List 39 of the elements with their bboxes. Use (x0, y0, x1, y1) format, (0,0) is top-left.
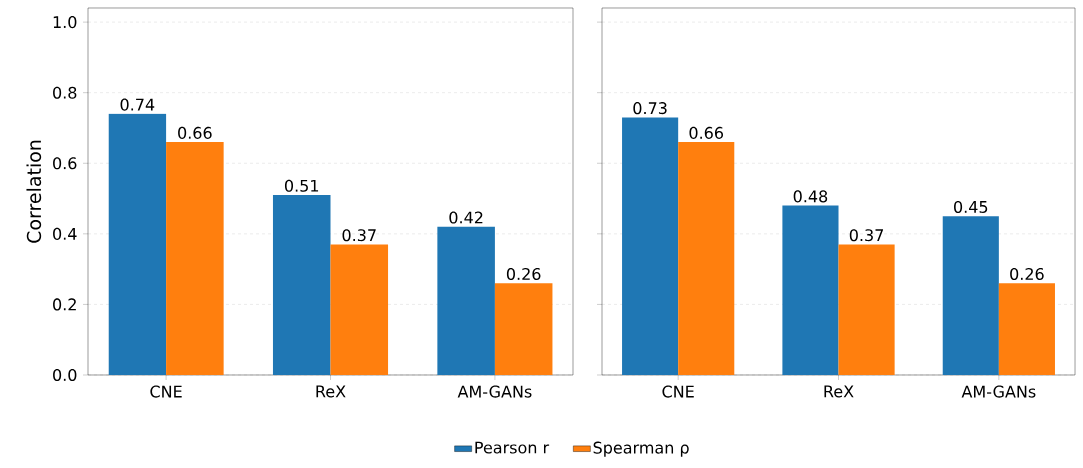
bar (166, 142, 224, 375)
x-tick-label: AM-GANs (961, 385, 1036, 398)
bar (108, 113, 167, 375)
bar (838, 244, 895, 375)
bar (942, 216, 999, 375)
data-label: 0.42 (449, 211, 483, 224)
legend-label: Pearson r (475, 441, 550, 454)
bar (678, 142, 735, 375)
y-tick-label: 0.8 (53, 86, 77, 99)
y-tick-label: 0.6 (53, 157, 77, 170)
x-tick-label: ReX (316, 385, 346, 398)
x-tick-label: CNE (150, 385, 182, 398)
bar (330, 244, 389, 375)
bar (622, 117, 679, 375)
x-tick-label: CNE (662, 385, 694, 398)
data-label: 0.73 (633, 102, 667, 115)
data-label: 0.51 (284, 179, 319, 192)
data-label: 0.45 (954, 200, 988, 213)
y-tick-label: 0.4 (53, 227, 77, 240)
bar (782, 205, 839, 375)
data-label: 0.66 (689, 126, 724, 139)
bar (272, 195, 331, 375)
bar (494, 283, 553, 375)
x-tick-label: AM-GANs (457, 385, 532, 398)
x-tick-label: ReX (824, 385, 854, 398)
legend-label: Spearman ρ (593, 441, 689, 457)
bar (437, 226, 495, 375)
y-axis-title: Correlation (26, 140, 42, 243)
data-label: 0.26 (506, 267, 541, 281)
y-tick-label: 0.0 (53, 368, 77, 382)
y-tick-label: 0.2 (53, 298, 76, 311)
bar (998, 283, 1055, 375)
data-label: 0.74 (120, 98, 155, 111)
data-label: 0.37 (849, 229, 884, 242)
data-label: 0.48 (793, 190, 828, 203)
data-label: 0.66 (178, 126, 212, 139)
data-label: 0.26 (1010, 267, 1044, 281)
data-label: 0.37 (342, 229, 376, 242)
y-tick-label: 1.0 (53, 16, 77, 29)
